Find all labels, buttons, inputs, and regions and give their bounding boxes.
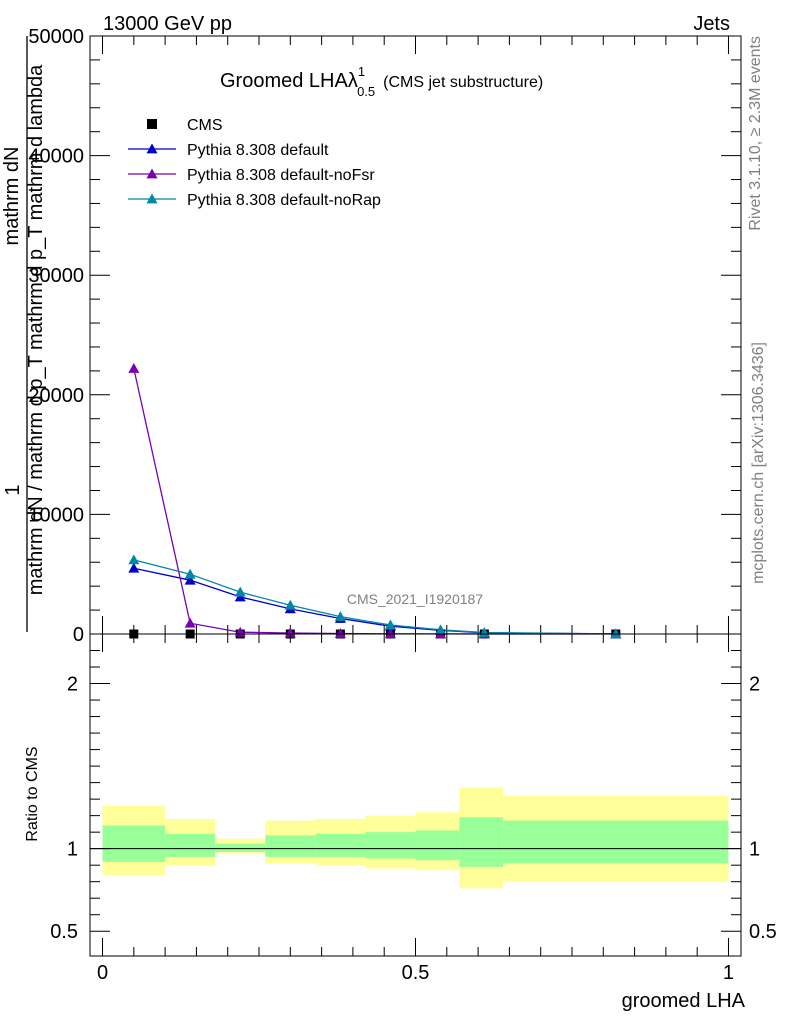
ratio-panel: 0.5 0.51 12 2 0 0.5 1 Ratio to CMS groomed LH…: [24, 633, 777, 1012]
main-x-ticks: [102, 36, 729, 634]
series-point: [384, 619, 396, 630]
legend-label: Pythia 8.308 default: [187, 142, 329, 159]
main-y-tick-label: 50000: [28, 26, 84, 48]
main-y-tick-label: 0: [73, 624, 84, 646]
ratio-band-inner: [415, 830, 460, 861]
process-label: Jets: [693, 13, 730, 35]
ratio-y-tick-label-right: 0.5: [749, 921, 777, 943]
series-point: [128, 562, 140, 573]
legend-label: Pythia 8.308 default-noRap: [187, 192, 381, 209]
ratio-y-axis: 0.5 0.5 1 1 2 2: [50, 650, 777, 943]
series-point: [184, 574, 196, 585]
x-axis-label: groomed LHA: [622, 990, 746, 1012]
legend-marker: [146, 168, 158, 179]
analysis-watermark: CMS_2021_I1920187: [347, 591, 483, 607]
legend-label: Pythia 8.308 default-noFsr: [187, 167, 375, 184]
ratio-band-inner: [315, 833, 366, 857]
series-point: [128, 554, 140, 565]
main-y-tick-label: 20000: [28, 385, 84, 407]
main-panel: 0 10000 20000 30000 40000 50000 CMS_2021_I192…: [28, 26, 742, 646]
series-point: [334, 611, 346, 622]
mcplots-label: mcplots.cern.ch [arXiv:1306.3436]: [750, 342, 767, 584]
series-point: [184, 568, 196, 579]
legend: CMS Pythia 8.308 default Pythia 8.308 defa…: [128, 117, 381, 209]
series-point: [334, 628, 346, 638]
ratio-band-inner: [503, 820, 729, 864]
ratio-frame: [89, 633, 742, 957]
ratio-band-inner: [215, 843, 266, 852]
energy-label: 13000 GeV pp: [103, 13, 232, 35]
series-point: [234, 586, 246, 597]
main-y-axis: 0 10000 20000 30000 40000 50000: [28, 26, 741, 646]
series-point: [284, 627, 296, 638]
ratio-y-label: Ratio to CMS: [24, 746, 41, 841]
series-point: [128, 362, 140, 373]
ratio-band-inner: [102, 825, 166, 862]
series-point: [435, 624, 447, 635]
legend-marker: [146, 193, 158, 204]
ratio-band-inner: [265, 835, 316, 857]
ratio-y-tick-label: 2: [67, 674, 78, 696]
main-y-tick-label: 30000: [28, 265, 84, 287]
main-y-label: 1 mathrm dN mathrm dN / mathrm d p_T mat…: [1, 36, 47, 632]
series-point: [384, 628, 396, 639]
x-axis: 0 0.5 1: [97, 634, 734, 984]
ratio-band-inner: [165, 833, 216, 857]
ratio-y-tick-label-right: 1: [749, 839, 760, 861]
x-tick-label: 0.5: [402, 962, 430, 984]
ratio-y-tick-label: 1: [67, 839, 78, 861]
chart-title: Groomed LHAλ1 0.5(CMS jet substructure): [220, 64, 543, 99]
main-y-tick-label: 10000: [28, 504, 84, 526]
legend-marker: [146, 143, 158, 154]
ratio-y-tick-label: 0.5: [50, 921, 78, 943]
ratio-y-tick-label-right: 2: [749, 674, 760, 696]
ratio-band-inner: [365, 832, 416, 859]
ratio-band-inner: [459, 817, 504, 867]
legend-marker-cms: [147, 119, 157, 129]
series-point: [184, 617, 196, 628]
series-point: [284, 599, 296, 610]
series-point: [610, 628, 622, 639]
x-tick-label: 1: [723, 962, 734, 984]
rivet-label: Rivet 3.1.10, ≥ 2.3M events: [747, 36, 764, 231]
y-label-denominator: mathrm dN / mathrm d p_T mathrm d p_T ma…: [25, 64, 47, 595]
y-label-prefix: 1: [2, 484, 24, 495]
ratio-bands: [102, 787, 729, 889]
legend-label: CMS: [187, 117, 223, 134]
main-y-tick-label: 40000: [28, 146, 84, 168]
x-tick-label: 0: [97, 962, 108, 984]
y-label-numerator: mathrm dN: [1, 147, 23, 246]
